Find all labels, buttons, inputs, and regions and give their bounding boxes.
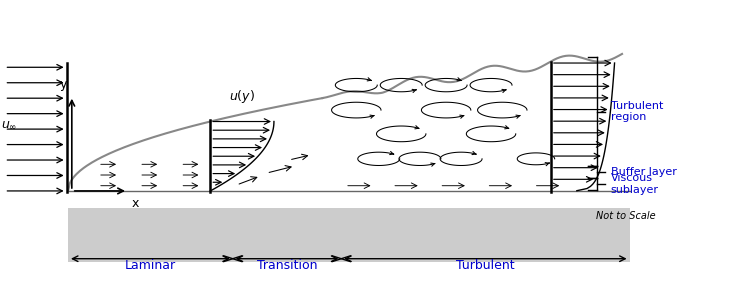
Text: Transition: Transition <box>256 259 317 272</box>
Text: y: y <box>59 78 67 91</box>
Text: $u_{\infty}$: $u_{\infty}$ <box>2 118 18 131</box>
Text: $u(y)$: $u(y)$ <box>229 88 255 105</box>
Text: Turbulent
region: Turbulent region <box>610 101 663 122</box>
Text: Not to Scale: Not to Scale <box>596 211 656 221</box>
Text: Viscous
sublayer: Viscous sublayer <box>610 173 658 195</box>
Text: Buffer layer: Buffer layer <box>610 167 676 177</box>
FancyBboxPatch shape <box>68 208 629 262</box>
Text: x: x <box>132 197 139 210</box>
Text: Turbulent: Turbulent <box>456 259 514 272</box>
Text: Laminar: Laminar <box>124 259 176 272</box>
